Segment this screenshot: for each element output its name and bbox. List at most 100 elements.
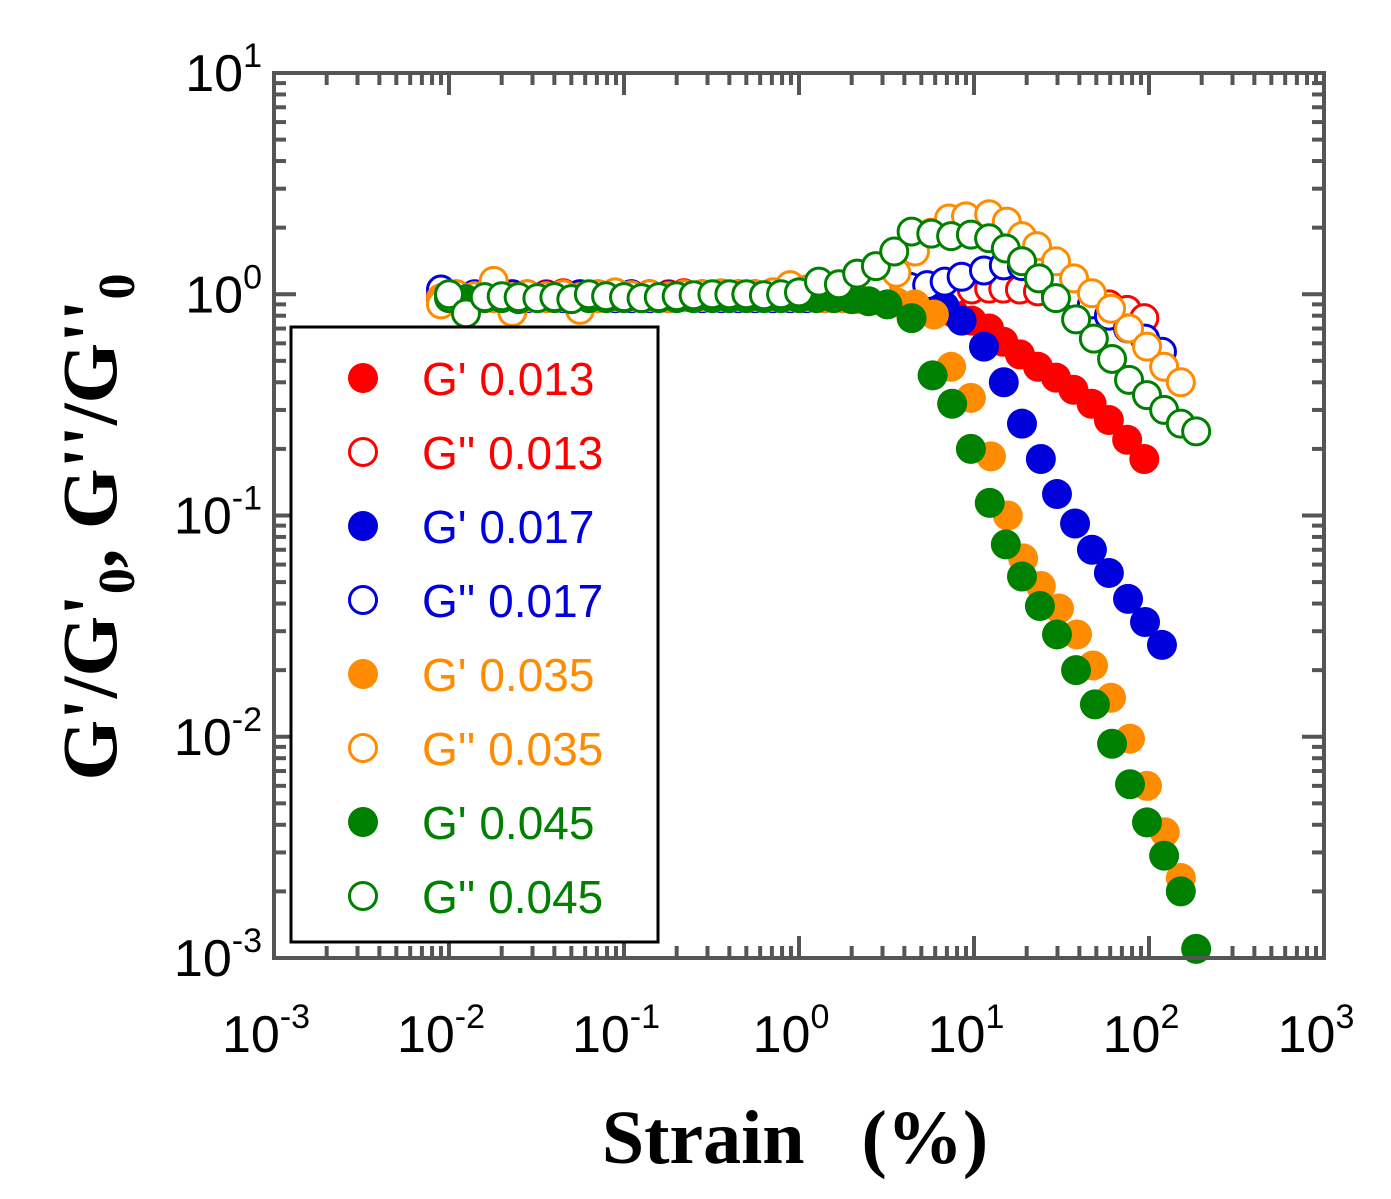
data-point-filled (1041, 619, 1072, 650)
tick-base: 10 (174, 488, 232, 546)
data-point-filled (1079, 689, 1110, 720)
data-point-open (1181, 416, 1212, 447)
data-point-open (1114, 313, 1145, 344)
tick-exponent: 0 (243, 258, 262, 296)
data-point-open (1076, 278, 1107, 309)
series-7 (434, 216, 1212, 447)
legend-marker (348, 585, 378, 615)
x-tick-label: 103 (1278, 998, 1355, 1064)
tick-exponent: -2 (455, 998, 485, 1036)
data-point-open (434, 279, 464, 310)
tick-base: 10 (1103, 1006, 1161, 1064)
legend-label: G' 0.017 (422, 501, 594, 553)
x-tick-label: 10-1 (572, 998, 660, 1064)
data-point-filled (1165, 876, 1196, 907)
legend-item: G' 0.035 (348, 649, 594, 701)
legend-marker (348, 881, 378, 911)
tick-exponent: -1 (232, 480, 262, 518)
y-tick-label: 10-1 (174, 480, 262, 546)
legend-item: G'' 0.017 (348, 575, 603, 627)
data-point-filled (990, 529, 1021, 560)
plot-frame (272, 71, 1326, 960)
y-tick-label: 10-2 (174, 701, 262, 767)
data-points (425, 199, 1212, 964)
tick-base: 10 (397, 1006, 455, 1064)
tick-exponent: -2 (232, 701, 262, 739)
legend-label: G' 0.013 (422, 353, 594, 405)
data-point-open (1165, 367, 1196, 398)
tick-base: 10 (928, 1006, 986, 1064)
legend-label: G'' 0.013 (422, 427, 603, 479)
legend-item: G' 0.013 (348, 353, 594, 405)
data-point-filled (1146, 629, 1177, 660)
tick-base: 10 (185, 45, 243, 103)
data-point-open (879, 236, 910, 267)
data-point-open (1097, 343, 1128, 374)
data-point-filled (1097, 728, 1128, 759)
x-tick-labels: 10-3 10-2 10-1 100 101 102 103 (222, 998, 1354, 1064)
tick-exponent: 3 (1335, 998, 1354, 1036)
legend-item: G'' 0.045 (348, 871, 603, 923)
data-point-filled (955, 433, 986, 464)
tick-exponent: 1 (243, 37, 262, 75)
data-point-open (1131, 331, 1162, 362)
tick-exponent: 2 (1160, 998, 1179, 1036)
legend-item: G'' 0.035 (348, 723, 603, 775)
legend-label: G' 0.035 (422, 649, 594, 701)
data-point-filled (1149, 840, 1180, 871)
data-point-filled (1076, 534, 1107, 565)
legend-box (289, 325, 660, 944)
data-point-filled (1061, 655, 1092, 686)
data-point-open (1078, 323, 1109, 354)
y-axis-title-part: G'/G' (46, 594, 133, 780)
y-axis-title-part: , G''/G'' (46, 299, 133, 568)
x-tick-label: 102 (1103, 998, 1180, 1064)
legend-marker (348, 807, 378, 837)
data-point-filled (896, 303, 927, 334)
legend-marker (348, 733, 378, 763)
tick-base: 10 (753, 1006, 811, 1064)
tick-exponent: -1 (630, 998, 660, 1036)
data-point-filled (1131, 807, 1162, 838)
data-point-filled (988, 367, 1019, 398)
data-point-filled (1025, 444, 1056, 475)
legend: G' 0.013 G'' 0.013 G' 0.017 G'' 0.017 G' 0.0… (289, 325, 660, 944)
legend-marker (348, 437, 378, 467)
data-point-filled (1006, 561, 1037, 592)
data-point-filled (917, 360, 948, 391)
tick-base: 10 (572, 1006, 630, 1064)
tick-exponent: -3 (280, 998, 310, 1036)
tick-base: 10 (174, 709, 232, 767)
data-point-filled (1024, 590, 1055, 621)
tick-exponent: 0 (810, 998, 829, 1036)
y-tick-label: 101 (185, 37, 262, 103)
tick-base: 10 (1278, 1006, 1336, 1064)
legend-label: G'' 0.017 (422, 575, 603, 627)
y-axis-title-sub: 0 (89, 568, 146, 594)
x-tick-label: 10-3 (222, 998, 310, 1064)
y-axis-title: G'/G'0, G''/G''0 (46, 273, 146, 780)
data-point-open (1061, 304, 1092, 335)
data-point-filled (968, 331, 999, 362)
legend-marker (348, 511, 378, 541)
x-tick-label: 10-2 (397, 998, 485, 1064)
y-axis-title-sub: 0 (89, 273, 146, 299)
data-point-filled (1113, 583, 1144, 614)
data-point-open (1040, 283, 1071, 314)
legend-label: G' 0.045 (422, 797, 594, 849)
data-point-filled (937, 388, 968, 419)
y-tick-label: 100 (185, 258, 262, 324)
legend-item: G' 0.017 (348, 501, 594, 553)
tick-exponent: 1 (985, 998, 1004, 1036)
data-point-filled (974, 487, 1005, 518)
data-point-filled (1006, 408, 1037, 439)
tick-base: 10 (222, 1006, 280, 1064)
legend-item: G'' 0.013 (348, 427, 603, 479)
x-tick-label: 101 (928, 998, 1005, 1064)
y-tick-label: 10-3 (174, 922, 262, 988)
x-axis-title: Strain (%) (602, 1096, 988, 1180)
data-point-filled (872, 289, 903, 320)
data-point-filled (1093, 557, 1124, 588)
